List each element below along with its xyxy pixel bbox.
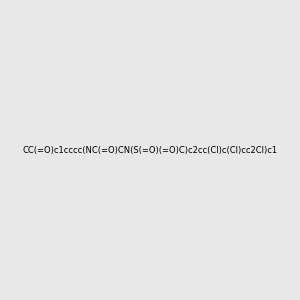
Text: CC(=O)c1cccc(NC(=O)CN(S(=O)(=O)C)c2cc(Cl)c(Cl)cc2Cl)c1: CC(=O)c1cccc(NC(=O)CN(S(=O)(=O)C)c2cc(Cl… xyxy=(22,146,278,154)
